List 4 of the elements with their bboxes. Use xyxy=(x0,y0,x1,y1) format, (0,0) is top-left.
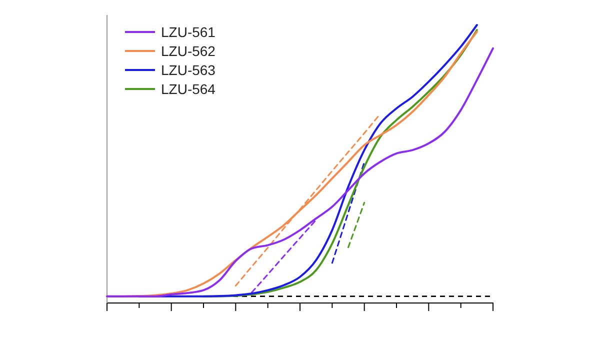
legend-label: LZU-564 xyxy=(161,81,216,97)
legend-label: LZU-562 xyxy=(161,43,216,59)
legend-label: LZU-563 xyxy=(161,62,216,78)
legend-label: LZU-561 xyxy=(161,24,216,40)
